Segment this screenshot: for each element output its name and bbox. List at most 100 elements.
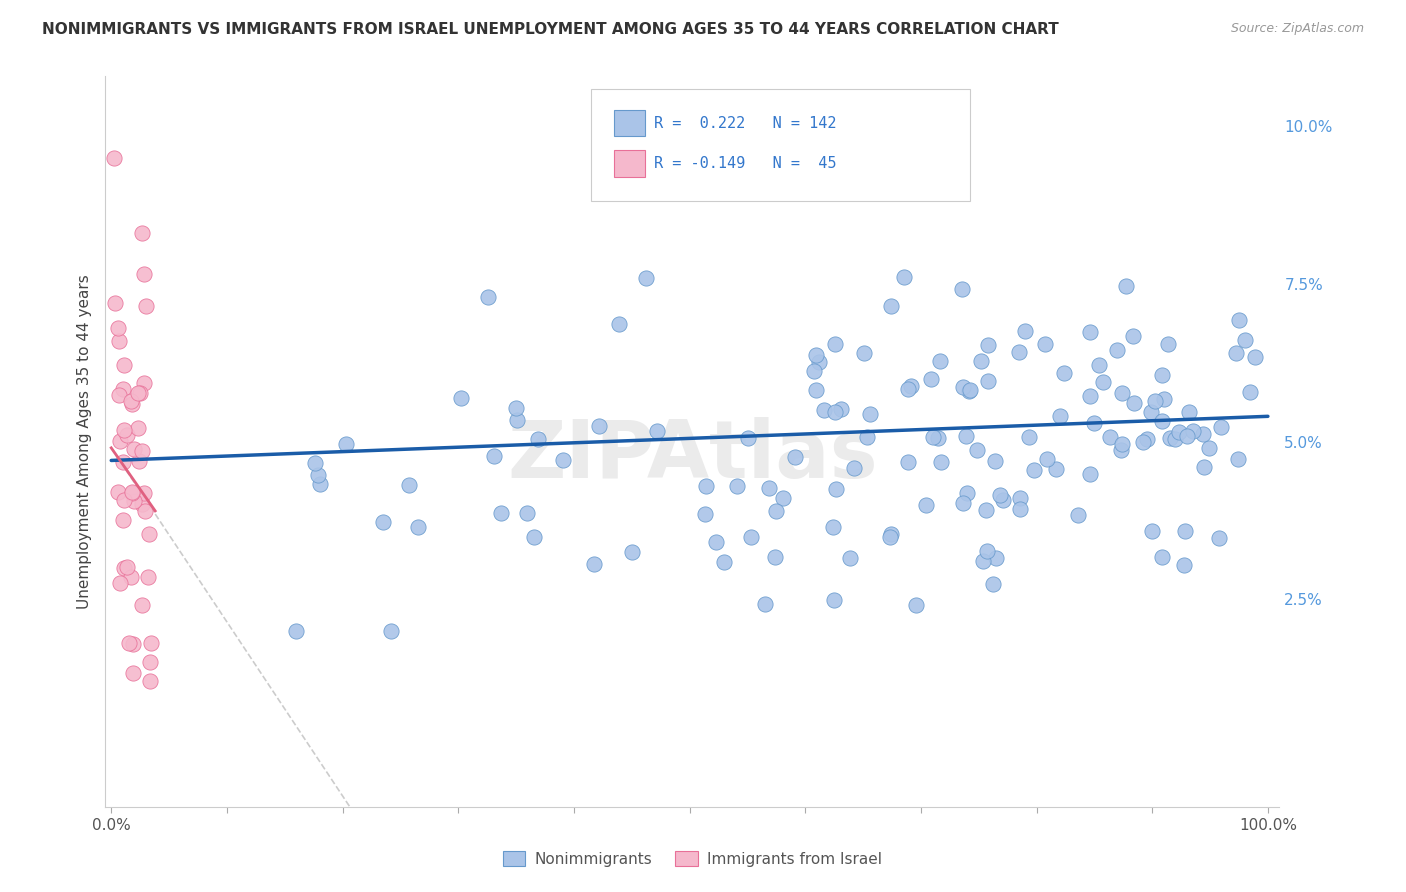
Point — [1136, 433, 1159, 447]
Point — [620, 545, 643, 559]
Point — [1091, 376, 1114, 390]
Point — [1150, 550, 1173, 565]
Point — [754, 597, 776, 611]
Point — [1078, 325, 1101, 339]
Point — [121, 485, 143, 500]
Point — [725, 478, 748, 492]
Point — [1080, 389, 1102, 403]
Point — [1164, 433, 1187, 447]
Point — [839, 551, 862, 566]
Point — [127, 385, 149, 400]
Point — [806, 348, 828, 362]
Point — [112, 512, 135, 526]
Point — [905, 598, 928, 612]
Point — [740, 529, 762, 543]
Point — [1066, 508, 1088, 522]
Y-axis label: Unemployment Among Ages 35 to 44 years: Unemployment Among Ages 35 to 44 years — [76, 274, 91, 609]
Point — [758, 481, 780, 495]
Point — [1244, 350, 1267, 364]
Point — [127, 420, 149, 434]
Point — [1087, 358, 1109, 372]
Point — [307, 468, 329, 483]
Point — [107, 485, 129, 500]
Point — [139, 636, 162, 650]
Point — [713, 555, 735, 569]
Point — [1142, 524, 1164, 538]
Point — [1132, 435, 1154, 450]
Point — [115, 560, 138, 574]
Point — [583, 558, 606, 572]
Point — [813, 403, 835, 417]
Point — [1045, 462, 1067, 476]
Point — [115, 427, 138, 442]
Point — [1008, 345, 1031, 359]
Point — [1153, 392, 1175, 406]
Point — [1078, 467, 1101, 481]
Point — [988, 488, 1011, 502]
Point — [991, 493, 1014, 508]
Point — [1174, 524, 1197, 538]
Point — [527, 433, 550, 447]
Point — [952, 380, 974, 394]
Point — [1192, 426, 1215, 441]
Point — [131, 226, 153, 240]
Point — [1173, 558, 1195, 572]
Point — [959, 383, 981, 397]
Point — [588, 418, 610, 433]
Point — [121, 637, 143, 651]
Point — [856, 430, 879, 444]
Point — [634, 270, 657, 285]
Point — [900, 378, 922, 392]
Point — [1109, 442, 1132, 457]
Point — [1143, 393, 1166, 408]
Point — [823, 520, 845, 534]
Point — [859, 407, 882, 421]
Point — [1008, 491, 1031, 506]
Point — [131, 599, 153, 613]
Point — [107, 321, 129, 335]
Point — [1233, 333, 1256, 347]
Point — [1018, 430, 1040, 444]
Point — [1035, 337, 1057, 351]
Point — [285, 624, 308, 638]
Point — [950, 282, 973, 296]
Point — [956, 486, 979, 500]
Point — [1182, 424, 1205, 438]
Point — [824, 482, 846, 496]
Point — [1167, 425, 1189, 439]
Point — [981, 576, 1004, 591]
Point — [957, 384, 980, 398]
Point — [124, 442, 146, 456]
Point — [1159, 431, 1181, 445]
Point — [1239, 385, 1261, 400]
Point — [134, 376, 156, 390]
Point — [139, 655, 162, 669]
Point — [139, 674, 162, 689]
Point — [1122, 329, 1144, 343]
Point — [1122, 396, 1144, 410]
Point — [897, 382, 920, 396]
Point — [138, 570, 160, 584]
Point — [763, 550, 786, 565]
Point — [772, 491, 794, 506]
Point — [1105, 343, 1128, 357]
Point — [551, 453, 574, 467]
Point — [304, 456, 326, 470]
Point — [129, 385, 152, 400]
Point — [977, 374, 1000, 388]
Point — [335, 437, 357, 451]
Point — [830, 401, 852, 416]
Point — [984, 551, 1007, 566]
Point — [969, 354, 991, 368]
Point — [1178, 404, 1201, 418]
Point — [737, 431, 759, 445]
Point — [482, 449, 505, 463]
Point — [1152, 414, 1174, 428]
Point — [804, 383, 827, 397]
Point — [1111, 437, 1133, 451]
Point — [824, 337, 846, 351]
Point — [121, 396, 143, 410]
Point — [406, 520, 429, 534]
Point — [976, 544, 998, 558]
Point — [120, 394, 142, 409]
